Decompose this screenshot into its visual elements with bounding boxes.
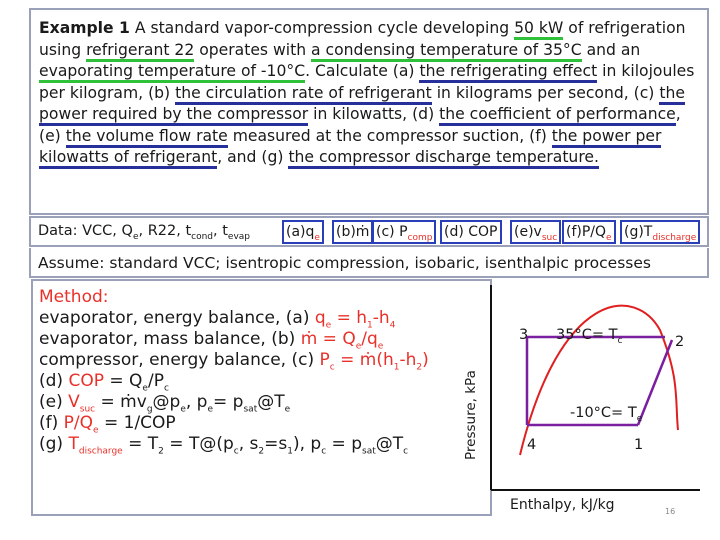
find-cop: the coefficient of performance: [439, 105, 676, 126]
method-line-g: (g) Tdischarge = T2 = T@(pc, s2=s1), pc …: [39, 434, 409, 457]
point-2-label: 2: [675, 334, 685, 350]
problem-text: in kilowatts, (d): [308, 105, 440, 123]
example-title: Example 1: [39, 19, 130, 37]
given-evaporating-temp: evaporating temperature of -10°C: [39, 62, 306, 83]
data-label: Data:: [38, 223, 78, 239]
saturation-dome: [519, 304, 679, 456]
x-axis-label: Enthalpy, kJ/kg: [510, 497, 615, 513]
given-refrigeration-load: 50 kW: [514, 19, 564, 40]
find-tag-e: (e)vsuc: [510, 220, 562, 244]
method-line-c: compressor, energy balance, (c) Pc = ṁ(h…: [39, 350, 429, 373]
find-tag-b: (b)ṁ: [332, 220, 374, 244]
problem-text: . Calculate (a): [305, 62, 420, 80]
find-volume-flow: the volume flow rate: [65, 126, 228, 148]
method-box: Method: evaporator, energy balance, (a) …: [31, 279, 492, 516]
find-tag-c: (c) Pcomp: [372, 220, 437, 244]
problem-text: , and (g): [217, 148, 289, 166]
problem-text: in kilograms per second, (c): [431, 83, 660, 102]
problem-text: operates with: [194, 40, 312, 59]
method-line-f: (f) P/Qe = 1/COP: [39, 413, 176, 436]
compression-line: [636, 339, 674, 426]
find-tag-a: (a)qe: [282, 220, 324, 244]
problem-text: A standard vapor-compression cycle devel…: [129, 19, 515, 37]
method-line-e: (e) Vsuc = ṁvg@pe, pe= psat@Te: [39, 392, 291, 415]
method-line-a: evaporator, energy balance, (a) qe = h1-…: [39, 308, 396, 331]
point-3-label: 3: [519, 327, 529, 343]
evaporating-temp-label: -10°C= Te: [570, 405, 643, 424]
problem-text: of refrigeration using: [39, 19, 686, 59]
problem-text: , (e): [39, 105, 681, 145]
find-tag-f: (f)P/Qe: [562, 220, 616, 244]
method-line-b: evaporator, mass balance, (b) ṁ = Qe/qe: [39, 329, 384, 352]
find-tag-d: (d) COP: [440, 220, 502, 244]
find-refrigerating-effect: the refrigerating effect: [419, 62, 598, 83]
method-header: Method:: [39, 287, 109, 307]
problem-text: in kilojoules per kilogram, (b): [39, 62, 695, 102]
y-axis-label: Pressure, kPa: [463, 370, 479, 460]
point-4-label: 4: [527, 437, 537, 453]
problem-text: measured at the compressor suction, (f): [227, 126, 552, 145]
condensing-temp-label: 35°C= Tc: [556, 327, 623, 346]
data-content: VCC, Qe, R22, tcond, tevap: [82, 223, 251, 242]
problem-statement: Example 1 A standard vapor-compression c…: [29, 8, 709, 215]
find-circulation-rate: the circulation rate of refrigerant: [175, 83, 432, 105]
data-row: Data: VCC, Qe, R22, tcond, tevap (a)qe (…: [29, 216, 709, 247]
given-refrigerant: refrigerant 22: [86, 40, 195, 62]
find-compressor-power: the power required by the compressor: [39, 83, 685, 126]
given-condensing-temp: a condensing temperature of 35°C: [311, 40, 582, 62]
find-tag-g: (g)Tdischarge: [620, 220, 701, 244]
problem-text: and an: [581, 40, 641, 59]
find-power-per-kw: the power per kilowatts of refrigerant: [39, 126, 662, 169]
method-line-d: (d) COP = Qe/Pc: [39, 371, 169, 394]
find-discharge-temp: the compressor discharge temperature.: [288, 148, 599, 169]
assumptions: Assume: standard VCC; isentropic compres…: [29, 248, 709, 278]
slide-number: 16: [665, 507, 676, 516]
point-1-label: 1: [634, 437, 644, 453]
